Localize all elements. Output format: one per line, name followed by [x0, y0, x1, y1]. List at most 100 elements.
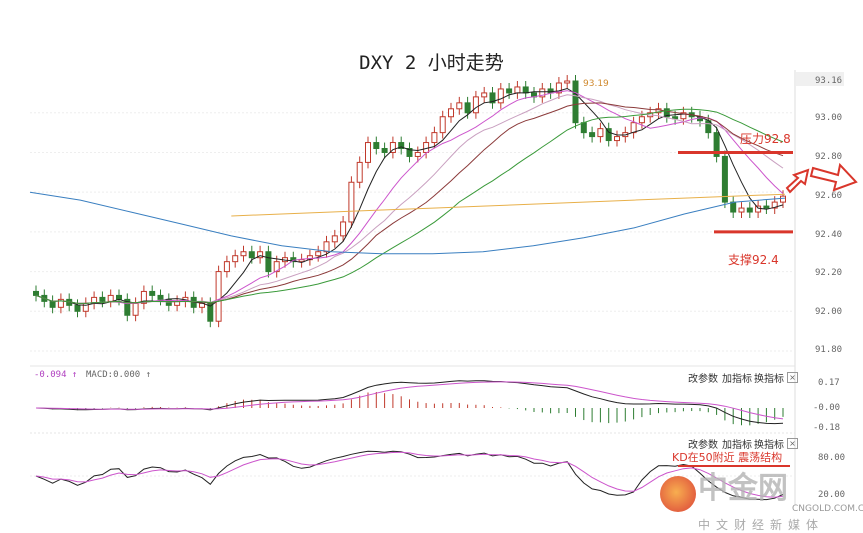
watermark-slogan: 中文财经新媒体: [698, 518, 825, 532]
candle-body: [323, 241, 330, 253]
candle-body: [680, 112, 687, 120]
candle-body: [555, 82, 562, 94]
macd-tick: 0.17: [818, 378, 840, 388]
ma-line-10: [35, 90, 784, 305]
kd-tick: 20.00: [818, 490, 846, 500]
kd-k-line: [35, 450, 784, 501]
kd-tick: 80.00: [818, 453, 846, 463]
candle-body: [331, 235, 338, 243]
ma-line-long-orange: [231, 193, 786, 217]
arrow-right-icon: [809, 162, 858, 192]
kd-annotation: KD在50附近 震荡结构: [672, 451, 783, 464]
candle-body: [223, 261, 230, 273]
ma-line-30: [35, 108, 784, 304]
change-params-button[interactable]: 改参数: [688, 440, 718, 451]
candle-body: [663, 108, 670, 118]
candle-body: [365, 142, 371, 163]
candle-body: [157, 294, 164, 300]
support-label: 支撑92.4: [728, 253, 779, 267]
candle-body: [672, 116, 679, 120]
candle-body: [655, 108, 662, 114]
kd-d-line: [35, 451, 784, 498]
candle-body: [763, 205, 770, 209]
candle-body: [298, 259, 305, 263]
ma-line-long-blue: [29, 191, 786, 255]
candle-body: [57, 298, 64, 308]
candle-body: [589, 132, 596, 138]
candle-body: [597, 128, 604, 138]
candle-body: [730, 201, 737, 213]
y-tick: 92.60: [815, 191, 843, 201]
candle-body: [638, 116, 645, 124]
candle-body: [406, 148, 413, 157]
macd-tick: -0.00: [813, 403, 841, 413]
y-tick: 92.00: [815, 307, 843, 317]
candle-body: [232, 255, 239, 263]
candle-body: [431, 132, 438, 144]
switch-indicator-button[interactable]: 换指标: [754, 440, 784, 451]
candle-body: [605, 128, 612, 142]
candle-body: [74, 304, 81, 312]
candle-body: [713, 132, 720, 157]
candle-body: [771, 201, 778, 209]
candle-body: [780, 195, 786, 203]
candle-body: [464, 102, 471, 114]
last-price-box: [796, 72, 844, 86]
candle-body: [514, 86, 521, 94]
candle-body: [738, 207, 745, 213]
candle-body: [497, 88, 504, 104]
candle-body: [215, 271, 222, 322]
watermark-brand: 中金网: [698, 471, 788, 506]
watermark-site: CNGOLD.COM.CN: [792, 504, 863, 514]
y-tick: 93.16: [815, 76, 843, 86]
candle-body: [116, 294, 122, 300]
candle-body: [522, 86, 529, 94]
candle-body: [124, 298, 131, 316]
switch-indicator-button[interactable]: 换指标: [754, 374, 784, 385]
candle-body: [630, 122, 637, 134]
candle-body: [489, 92, 496, 104]
candle-body: [140, 290, 147, 304]
candle-body: [265, 251, 272, 273]
candle-body: [33, 290, 39, 296]
candle-body: [506, 88, 513, 94]
add-indicator-button[interactable]: 加指标: [722, 374, 752, 385]
candle-body: [107, 294, 114, 302]
candle-body: [572, 80, 579, 124]
macd-dea-line: [35, 381, 784, 420]
candle-body: [340, 221, 347, 237]
candle-body: [539, 88, 546, 98]
close-panel-button[interactable]: ×: [787, 438, 798, 449]
candle-body: [49, 300, 56, 308]
macd-value: -0.094 ↑: [34, 370, 78, 380]
y-tick: 92.80: [815, 152, 843, 162]
candle-body: [398, 142, 405, 149]
candle-body: [348, 181, 355, 223]
candle-body: [755, 205, 762, 213]
candle-body: [99, 296, 106, 302]
candle-body: [132, 302, 139, 316]
macd-label: MACD:0.000 ↑: [86, 370, 152, 380]
candle-body: [614, 136, 620, 142]
close-panel-button[interactable]: ×: [787, 372, 798, 383]
change-params-button[interactable]: 改参数: [688, 374, 718, 385]
candle-body: [472, 96, 479, 114]
add-indicator-button[interactable]: 加指标: [722, 440, 752, 451]
candle-body: [439, 116, 446, 134]
macd-dif-line: [35, 380, 784, 425]
peak-label: 93.19: [583, 79, 609, 89]
resistance-label: 压力92.8: [740, 132, 791, 146]
ma-line-20: [35, 102, 784, 304]
candle-body: [423, 142, 430, 153]
candle-body: [721, 155, 728, 203]
cngold-logo-icon: [660, 476, 696, 512]
candle-body: [315, 251, 322, 257]
candle-body: [448, 108, 454, 118]
candle-body: [273, 261, 280, 273]
candle-body: [414, 151, 421, 157]
candle-body: [240, 251, 247, 257]
candle-body: [257, 251, 264, 259]
macd-tick: -0.18: [813, 423, 841, 433]
